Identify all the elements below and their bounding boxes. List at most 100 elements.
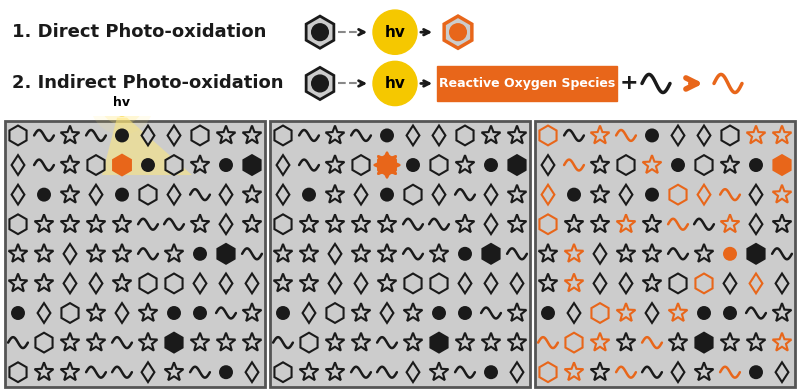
Circle shape [100, 81, 144, 125]
Circle shape [750, 159, 762, 171]
Polygon shape [590, 125, 610, 143]
Polygon shape [508, 333, 526, 350]
Polygon shape [508, 214, 526, 232]
Circle shape [698, 307, 710, 319]
Polygon shape [191, 125, 209, 145]
Polygon shape [61, 125, 79, 143]
Polygon shape [405, 185, 422, 205]
Polygon shape [456, 333, 474, 350]
Polygon shape [457, 125, 474, 145]
Polygon shape [274, 362, 291, 382]
Polygon shape [300, 214, 318, 232]
Circle shape [220, 159, 232, 171]
Polygon shape [326, 125, 344, 143]
Polygon shape [113, 244, 131, 262]
Polygon shape [378, 155, 395, 175]
Polygon shape [565, 214, 583, 232]
Polygon shape [642, 244, 662, 262]
Polygon shape [352, 244, 370, 262]
Polygon shape [86, 303, 106, 321]
Polygon shape [567, 303, 581, 323]
Polygon shape [354, 185, 367, 205]
Polygon shape [378, 214, 396, 232]
Polygon shape [750, 214, 762, 234]
Polygon shape [721, 333, 739, 350]
Polygon shape [746, 333, 766, 350]
Polygon shape [590, 362, 610, 380]
Polygon shape [646, 303, 658, 323]
Text: 1. Direct Photo-oxidation: 1. Direct Photo-oxidation [12, 23, 266, 41]
Polygon shape [115, 303, 129, 323]
Polygon shape [326, 362, 344, 380]
Polygon shape [747, 244, 765, 264]
Polygon shape [698, 185, 710, 205]
Polygon shape [539, 214, 557, 234]
Circle shape [168, 307, 180, 319]
Polygon shape [62, 303, 78, 323]
Polygon shape [326, 333, 344, 350]
Circle shape [312, 75, 328, 92]
Polygon shape [695, 274, 713, 293]
Polygon shape [456, 214, 474, 232]
Polygon shape [219, 214, 233, 234]
Polygon shape [444, 16, 472, 48]
Circle shape [116, 129, 128, 142]
Polygon shape [671, 362, 685, 382]
Polygon shape [542, 155, 554, 175]
Polygon shape [34, 244, 54, 262]
Circle shape [542, 307, 554, 319]
Polygon shape [695, 155, 713, 175]
Polygon shape [61, 185, 79, 203]
Polygon shape [86, 244, 106, 262]
Circle shape [194, 248, 206, 260]
Polygon shape [63, 244, 77, 264]
Polygon shape [34, 362, 54, 380]
Polygon shape [326, 214, 344, 232]
Circle shape [373, 10, 417, 54]
Polygon shape [773, 333, 791, 350]
Polygon shape [217, 125, 235, 143]
Polygon shape [242, 333, 262, 350]
Polygon shape [138, 333, 158, 350]
Polygon shape [590, 155, 610, 173]
Polygon shape [542, 185, 554, 205]
Polygon shape [306, 67, 334, 100]
Circle shape [407, 159, 419, 171]
Text: +: + [620, 73, 638, 93]
Polygon shape [61, 362, 79, 380]
Polygon shape [538, 244, 558, 262]
Polygon shape [773, 214, 791, 232]
Polygon shape [300, 274, 318, 291]
Polygon shape [773, 303, 791, 321]
Polygon shape [404, 303, 422, 321]
Circle shape [303, 189, 315, 201]
Polygon shape [723, 274, 737, 293]
Polygon shape [274, 274, 292, 291]
Polygon shape [694, 362, 714, 380]
Polygon shape [538, 274, 558, 291]
Polygon shape [38, 303, 50, 323]
Polygon shape [670, 185, 686, 205]
FancyBboxPatch shape [5, 121, 265, 387]
Polygon shape [277, 155, 290, 175]
Polygon shape [165, 244, 183, 262]
Circle shape [116, 189, 128, 201]
Polygon shape [61, 214, 79, 232]
Polygon shape [482, 125, 500, 143]
Polygon shape [721, 214, 739, 232]
Circle shape [672, 159, 684, 171]
Circle shape [220, 366, 232, 378]
Polygon shape [430, 362, 448, 380]
Circle shape [459, 307, 471, 319]
Polygon shape [219, 185, 233, 205]
Polygon shape [90, 185, 102, 205]
Circle shape [12, 307, 24, 319]
Polygon shape [167, 185, 181, 205]
Circle shape [433, 307, 445, 319]
Polygon shape [433, 185, 446, 205]
Polygon shape [430, 333, 447, 352]
Polygon shape [167, 125, 181, 145]
Polygon shape [35, 333, 53, 352]
Polygon shape [10, 362, 26, 382]
Polygon shape [671, 125, 685, 145]
